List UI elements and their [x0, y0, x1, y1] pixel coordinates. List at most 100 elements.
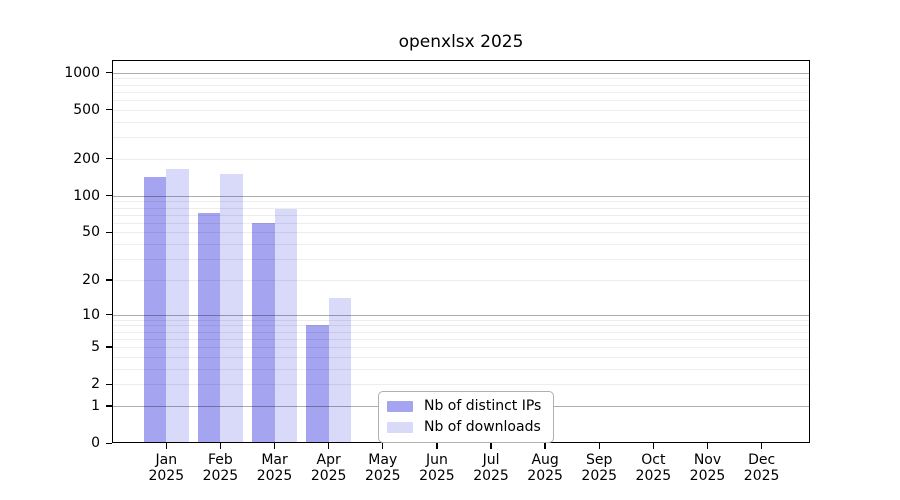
gridline-minor — [112, 137, 810, 139]
gridline-minor — [112, 325, 810, 327]
x-tick-label: May 2025 — [351, 452, 415, 484]
axis-spine — [112, 60, 810, 443]
x-tick-mark — [490, 443, 492, 449]
gridline-minor — [112, 347, 810, 349]
gridline-minor — [112, 214, 810, 216]
gridline-minor — [112, 201, 810, 203]
bar-downloads-apr — [328, 297, 352, 443]
y-tick-label: 200 — [73, 150, 100, 167]
gridline-major — [112, 195, 810, 197]
y-tick-label: 500 — [73, 101, 100, 118]
x-tick-label: Jan 2025 — [134, 452, 198, 484]
bar-downloads-mar — [274, 208, 298, 443]
y-tick-label: 1000 — [64, 64, 100, 81]
gridline-minor — [112, 338, 810, 340]
x-tick-year: 2025 — [419, 468, 455, 484]
gridline-major — [112, 72, 810, 74]
gridline-minor — [112, 100, 810, 101]
x-tick-month: Sep — [586, 452, 613, 468]
y-tick-label: 2 — [91, 376, 100, 393]
x-tick-year: 2025 — [148, 468, 185, 484]
gridline-minor — [112, 331, 810, 333]
gridline-major — [112, 314, 810, 316]
x-tick-mark — [760, 443, 763, 449]
gridline-minor — [112, 207, 810, 209]
y-tick-label: 50 — [82, 224, 100, 241]
y-tick-label: 10 — [82, 306, 100, 323]
bar-downloads-jan — [166, 169, 189, 443]
gridline-minor — [112, 158, 810, 160]
x-tick-month: Apr — [316, 452, 341, 468]
bar-distinct-ips-jan — [143, 176, 167, 443]
gridline-minor — [112, 91, 810, 93]
x-tick-month: Aug — [531, 452, 559, 468]
x-tick-mark — [219, 443, 222, 449]
y-tick-label: 20 — [82, 271, 100, 288]
x-tick-year: 2025 — [473, 468, 509, 484]
legend-label-distinct-ips: Nb of distinct IPs — [424, 398, 542, 414]
gridline-minor — [112, 319, 810, 321]
gridline-minor — [112, 109, 810, 111]
legend: Nb of distinct IPs Nb of downloads — [378, 391, 555, 443]
y-tick-label: 5 — [91, 339, 100, 356]
x-tick-mark — [544, 443, 546, 449]
legend-swatch-distinct-ips — [387, 401, 413, 412]
bar-downloads-feb — [220, 174, 243, 443]
gridline-minor — [112, 356, 810, 358]
x-tick-month: Mar — [261, 452, 288, 468]
x-tick-mark — [706, 443, 709, 449]
gridline-minor — [112, 279, 810, 281]
x-tick-mark — [273, 443, 276, 449]
y-tick-mark — [106, 194, 112, 197]
x-tick-year: 2025 — [581, 468, 618, 484]
x-tick-month: Nov — [693, 452, 722, 468]
x-tick-mark — [382, 443, 384, 449]
x-tick-year: 2025 — [256, 468, 293, 484]
gridline-minor — [112, 384, 810, 386]
x-tick-year: 2025 — [689, 468, 726, 484]
x-tick-month: May — [368, 452, 398, 468]
x-tick-month: Feb — [208, 452, 233, 468]
y-tick-mark — [106, 71, 112, 74]
legend-item-distinct-ips: Nb of distinct IPs — [387, 399, 541, 414]
x-tick-label: Mar 2025 — [243, 452, 307, 484]
x-tick-mark — [436, 443, 438, 449]
x-tick-year: 2025 — [635, 468, 672, 484]
x-tick-month: Dec — [748, 452, 776, 468]
y-tick-mark — [106, 405, 112, 407]
x-tick-label: Jul 2025 — [459, 452, 523, 484]
x-tick-label: Sep 2025 — [567, 452, 631, 484]
x-tick-mark — [652, 443, 655, 449]
x-tick-label: Oct 2025 — [621, 452, 685, 484]
x-tick-mark — [598, 443, 600, 449]
gridline-minor — [112, 78, 810, 80]
y-tick-mark — [106, 158, 112, 160]
legend-label-downloads: Nb of downloads — [424, 419, 541, 435]
x-tick-year: 2025 — [310, 468, 347, 484]
legend-swatch-downloads — [387, 422, 413, 433]
bar-distinct-ips-feb — [197, 213, 221, 443]
y-tick-mark — [106, 231, 112, 233]
gridline-minor — [112, 244, 810, 246]
x-tick-year: 2025 — [364, 468, 401, 484]
y-tick-mark — [106, 442, 112, 444]
y-tick-label: 0 — [91, 435, 100, 452]
chart-title: openxlsx 2025 — [398, 32, 524, 52]
y-tick-mark — [106, 313, 112, 316]
x-tick-label: Dec 2025 — [730, 452, 794, 484]
x-tick-month: Jul — [482, 452, 500, 468]
x-tick-label: Apr 2025 — [297, 452, 361, 484]
x-tick-mark — [165, 443, 167, 449]
x-tick-mark — [327, 443, 330, 449]
gridline-minor — [112, 222, 810, 224]
x-tick-label: Jun 2025 — [405, 452, 469, 484]
legend-item-downloads: Nb of downloads — [387, 420, 541, 435]
y-tick-label: 100 — [73, 187, 100, 204]
x-tick-month: Jun — [425, 452, 448, 468]
x-tick-label: Feb 2025 — [188, 452, 252, 484]
gridline-minor — [112, 121, 810, 123]
y-tick-mark — [106, 346, 112, 348]
gridline-minor — [112, 259, 810, 261]
